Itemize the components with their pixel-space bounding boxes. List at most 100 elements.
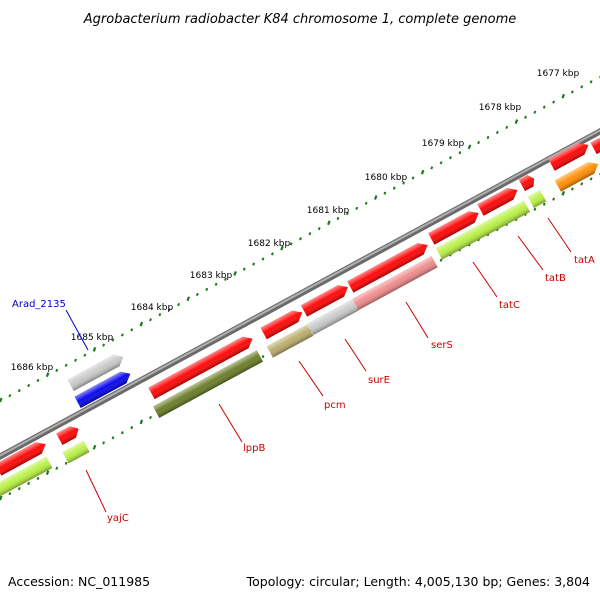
outer-tick-mark bbox=[149, 318, 152, 322]
tick-label: 1679 kbp bbox=[422, 139, 465, 149]
outer-tick-mark bbox=[373, 195, 378, 200]
gene-label-leader bbox=[298, 360, 324, 397]
inner-tick-mark bbox=[8, 492, 12, 496]
tick-label: 1678 kbp bbox=[479, 103, 522, 113]
outer-tick-mark bbox=[299, 237, 302, 241]
outer-tick-mark bbox=[74, 358, 77, 362]
gene-block-red bbox=[0, 442, 46, 476]
outer-tick-mark bbox=[270, 252, 274, 256]
outer-tick-mark bbox=[83, 353, 87, 357]
gene-labels: Arad_2135 yajC lppB pcm surE serS tatC tatB tatA bbox=[12, 217, 595, 524]
gene-block-pink bbox=[352, 255, 438, 311]
gene-label-leader bbox=[344, 338, 367, 372]
tick-label: 1681 kbp bbox=[307, 206, 350, 216]
gene-block-red bbox=[548, 143, 589, 171]
outer-tick-mark bbox=[524, 115, 527, 119]
gene-block-red bbox=[477, 188, 518, 216]
tick-label: 1683 kbp bbox=[190, 271, 233, 281]
outer-tick-mark bbox=[345, 211, 349, 216]
outer-tick-mark bbox=[120, 333, 124, 337]
outer-tick-mark bbox=[561, 93, 566, 99]
outer-tick-mark bbox=[289, 242, 293, 246]
inner-tick-mark bbox=[561, 190, 566, 196]
tick-label: 1677 kbp bbox=[537, 69, 580, 79]
outer-tick-mark bbox=[17, 389, 21, 393]
outer-tick-mark bbox=[402, 181, 406, 185]
gene-block-red bbox=[518, 174, 535, 192]
outer-tick-mark bbox=[505, 125, 509, 129]
accession-text: Accession: NC_011985 bbox=[8, 574, 150, 589]
outer-tick-mark bbox=[580, 85, 584, 89]
gene-label-leader bbox=[517, 235, 544, 271]
outer-tick-mark bbox=[111, 338, 115, 342]
gene-label-leader bbox=[547, 217, 572, 253]
outer-tick-mark bbox=[158, 313, 162, 317]
topology-text: Topology: circular; Length: 4,005,130 bp… bbox=[246, 574, 590, 589]
outer-tick-mark bbox=[280, 245, 284, 251]
inner-tick-mark bbox=[27, 481, 31, 486]
gene-block-red bbox=[347, 243, 428, 293]
gene-block-pale-green bbox=[527, 189, 547, 209]
outer-tick-mark bbox=[383, 191, 387, 195]
outer-tick-mark bbox=[355, 206, 359, 210]
gene-features bbox=[0, 137, 600, 498]
outer-tick-mark bbox=[252, 262, 256, 266]
gene-block-red bbox=[300, 285, 348, 317]
gene-label-yajc[interactable]: yajC bbox=[107, 513, 129, 524]
gene-label-leader bbox=[85, 469, 107, 513]
gene-label-tatc[interactable]: tatC bbox=[499, 300, 520, 311]
outer-tick-mark bbox=[327, 220, 331, 226]
outer-tick-mark bbox=[430, 166, 434, 170]
tick-label: 1685 kbp bbox=[71, 333, 114, 343]
gene-block-gray bbox=[307, 298, 359, 336]
outer-tick-mark bbox=[570, 90, 574, 94]
inner-tick-mark bbox=[36, 476, 40, 481]
outer-tick-mark bbox=[589, 80, 593, 84]
outer-tick-mark bbox=[214, 282, 218, 286]
outer-tick-mark bbox=[27, 383, 31, 388]
gene-label-sers[interactable]: serS bbox=[431, 340, 453, 351]
outer-tick-mark bbox=[8, 394, 12, 398]
gene-block-red bbox=[590, 137, 600, 155]
gene-label-tata[interactable]: tatA bbox=[574, 255, 595, 266]
outer-tick-mark bbox=[458, 151, 462, 155]
gene-block-orange bbox=[554, 162, 599, 192]
inner-tick-mark bbox=[542, 202, 546, 206]
outer-tick-mark bbox=[92, 346, 97, 352]
inner-tick-mark bbox=[45, 470, 50, 475]
outer-tick-mark bbox=[364, 201, 368, 205]
outer-tick-mark bbox=[467, 144, 472, 150]
inner-tick-mark bbox=[0, 495, 3, 501]
gene-block-pale-green bbox=[62, 440, 90, 464]
outer-tick-mark bbox=[495, 130, 499, 135]
outer-tick-mark bbox=[542, 105, 546, 109]
outer-tick-track bbox=[0, 75, 600, 403]
outer-tick-mark bbox=[45, 372, 50, 378]
inner-tick-mark bbox=[552, 197, 556, 201]
inner-tick-mark bbox=[580, 182, 584, 186]
gene-label-arad-2135[interactable]: Arad_2135 bbox=[12, 299, 66, 310]
gene-block-red bbox=[260, 310, 303, 340]
gene-label-lppb[interactable]: lppB bbox=[243, 443, 265, 454]
tick-label: 1684 kbp bbox=[131, 303, 174, 313]
outer-tick-mark bbox=[0, 397, 3, 403]
outer-tick-mark bbox=[477, 140, 481, 145]
inner-tick-mark bbox=[570, 187, 574, 191]
map-title: Agrobacterium radiobacter K84 chromosome… bbox=[83, 12, 516, 27]
inner-tick-mark bbox=[17, 486, 21, 491]
gene-label-tatb[interactable]: tatB bbox=[545, 273, 566, 284]
gene-label-pcm[interactable]: pcm bbox=[324, 400, 346, 411]
inner-tick-mark bbox=[533, 207, 537, 211]
outer-tick-mark bbox=[64, 363, 68, 367]
inner-tick-mark bbox=[55, 466, 59, 470]
inner-tick-mark bbox=[120, 431, 124, 435]
gene-label-leader bbox=[218, 403, 243, 443]
gene-label-sure[interactable]: surE bbox=[368, 375, 390, 386]
inner-tick-mark bbox=[92, 444, 97, 450]
gene-block-pale-green bbox=[435, 200, 531, 260]
outer-tick-mark bbox=[36, 378, 40, 383]
tick-label: 1682 kbp bbox=[248, 239, 291, 249]
gene-block-gray bbox=[67, 354, 124, 392]
